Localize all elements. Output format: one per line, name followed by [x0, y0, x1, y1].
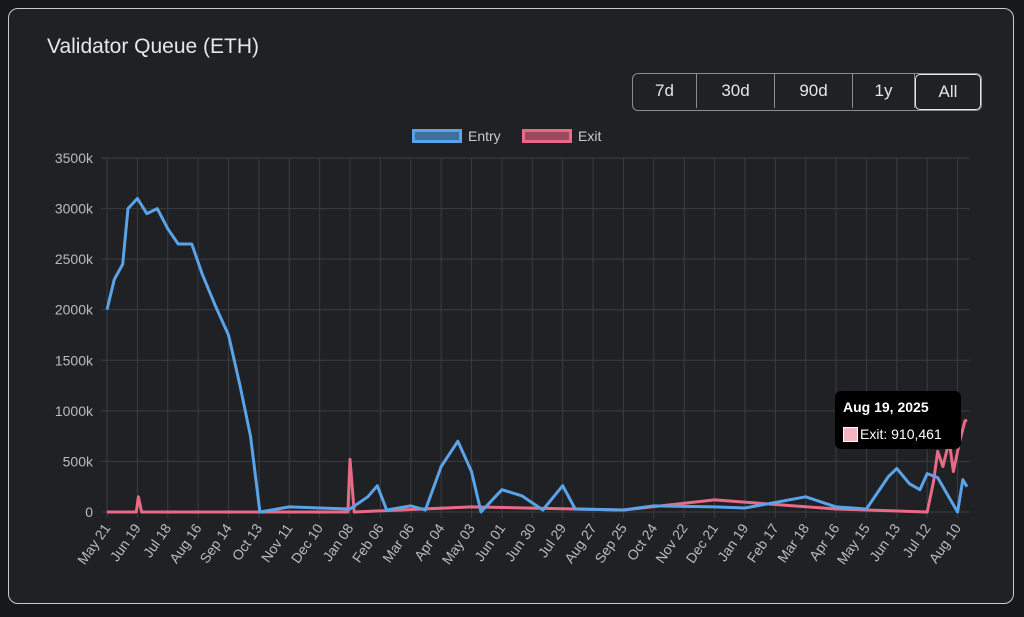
x-tick-label: Dec 10 [288, 520, 327, 566]
legend-entry-label: Entry [468, 128, 501, 144]
y-tick-label: 3500k [55, 150, 94, 166]
tooltip-swatch [843, 427, 858, 442]
tooltip-body: Exit: 910,461 [860, 426, 942, 442]
y-tick-label: 3000k [55, 201, 94, 217]
chart-title: Validator Queue (ETH) [47, 35, 260, 58]
legend-entry[interactable]: Entry [412, 128, 501, 144]
y-tick-label: 500k [63, 453, 94, 469]
x-tick-label: Jun 30 [502, 520, 539, 564]
y-tick-label: 2000k [55, 302, 94, 318]
x-tick-label: Sep 14 [196, 520, 235, 566]
legend-exit-swatch [522, 129, 572, 143]
x-tick-label: Mar 18 [774, 520, 812, 565]
range-1y-button[interactable]: 1y [853, 74, 915, 108]
series-line-entry [105, 197, 969, 514]
y-tick-label: 1000k [55, 403, 94, 419]
x-tick-label: May 21 [74, 520, 114, 567]
x-tick-label: Mar 06 [379, 520, 417, 565]
y-tick-label: 2500k [55, 251, 94, 267]
range-30d-button[interactable]: 30d [697, 74, 775, 108]
x-tick-label: Dec 21 [682, 520, 721, 566]
range-7d-button[interactable]: 7d [633, 74, 697, 108]
x-tick-label: Aug 10 [925, 520, 964, 566]
x-tick-label: Jun 13 [866, 520, 903, 564]
x-tick-label: May 03 [439, 520, 479, 567]
x-tick-label: Jun 19 [107, 520, 144, 564]
tooltip: Aug 19, 2025 Exit: 910,461 [835, 391, 961, 449]
x-tick-label: Jun 01 [471, 520, 508, 564]
range-90d-button[interactable]: 90d [775, 74, 853, 108]
tooltip-title: Aug 19, 2025 [843, 399, 929, 415]
legend-exit[interactable]: Exit [522, 128, 601, 144]
chart-card: Validator Queue (ETH) 7d 30d 90d 1y All [8, 8, 1014, 604]
series-line-exit [107, 418, 968, 514]
legend-exit-label: Exit [578, 128, 602, 144]
x-tick-label: May 15 [833, 520, 873, 567]
y-tick-label: 1500k [55, 352, 94, 368]
range-selector: 7d 30d 90d 1y All [632, 73, 982, 111]
range-all-button[interactable]: All [915, 74, 981, 110]
x-tick-label: Sep 25 [591, 520, 630, 566]
y-tick-label: 0 [85, 504, 93, 520]
legend-entry-swatch [412, 129, 462, 143]
